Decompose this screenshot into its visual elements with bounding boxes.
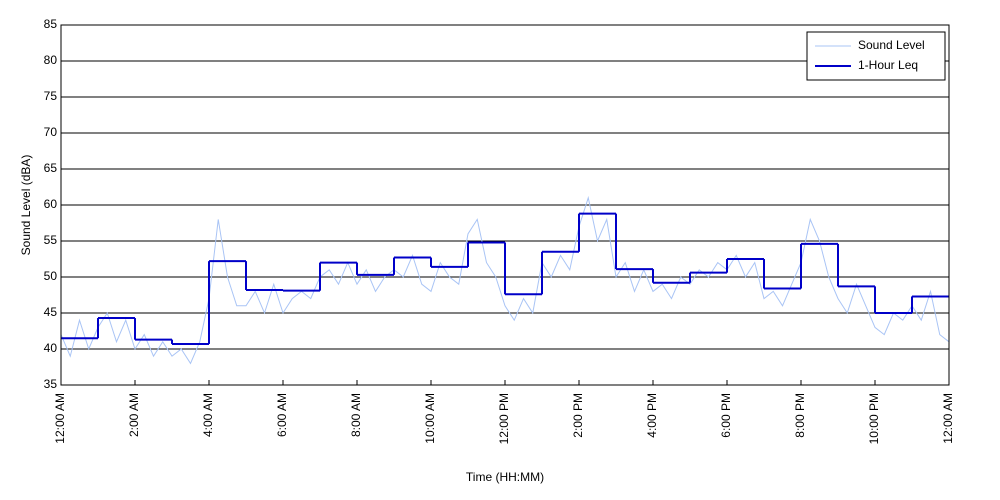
x-tick-label: 8:00 PM xyxy=(793,393,807,438)
x-tick-label: 12:00 PM xyxy=(497,393,511,444)
x-tick-label: 4:00 PM xyxy=(645,393,659,438)
legend-label: 1-Hour Leq xyxy=(858,58,918,72)
y-tick-label: 45 xyxy=(44,305,58,319)
legend-box xyxy=(806,31,946,81)
y-tick-label: 40 xyxy=(44,341,58,355)
x-tick-label: 2:00 AM xyxy=(127,393,141,437)
x-tick-label: 10:00 AM xyxy=(423,393,437,444)
y-tick-label: 80 xyxy=(44,53,58,67)
x-tick-label: 12:00 AM xyxy=(941,393,955,444)
x-tick-label: 6:00 AM xyxy=(275,393,289,437)
x-tick-label: 2:00 PM xyxy=(571,393,585,438)
x-tick-label: 8:00 AM xyxy=(349,393,363,437)
x-tick-label: 4:00 AM xyxy=(201,393,215,437)
y-tick-label: 50 xyxy=(44,269,58,283)
x-tick-label: 6:00 PM xyxy=(719,393,733,438)
x-tick-label: 12:00 AM xyxy=(53,393,67,444)
y-tick-label: 70 xyxy=(44,125,58,139)
x-tick-label: 10:00 PM xyxy=(867,393,881,444)
y-tick-label: 35 xyxy=(44,377,58,391)
y-tick-label: 75 xyxy=(44,89,58,103)
x-axis-label: Time (HH:MM) xyxy=(466,470,544,484)
y-tick-label: 60 xyxy=(44,197,58,211)
y-tick-label: 85 xyxy=(44,17,58,31)
y-tick-label: 55 xyxy=(44,233,58,247)
y-axis-label: Sound Level (dBA) xyxy=(19,155,33,256)
y-tick-label: 65 xyxy=(44,161,58,175)
plot-border xyxy=(60,24,950,386)
legend-label: Sound Level xyxy=(858,38,925,52)
